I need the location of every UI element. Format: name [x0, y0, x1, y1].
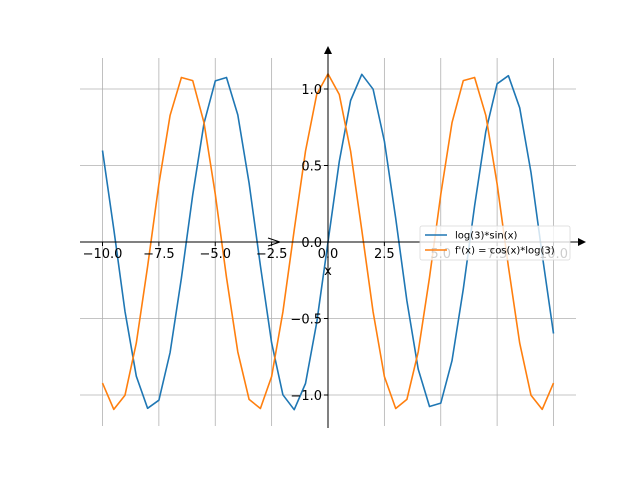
y-tick-label-1: −0.5	[290, 313, 322, 328]
x-tick-label-2: −5.0	[199, 247, 231, 262]
x-axis-label: x	[324, 264, 332, 279]
x-tick-label-5: 2.5	[374, 247, 395, 262]
legend-label-0: log(3)*sin(x)	[455, 231, 518, 242]
x-tick-label-3: −2.5	[256, 247, 288, 262]
legend-box	[419, 225, 571, 261]
y-tick-label-0: −1.0	[290, 389, 322, 404]
y-tick-label-3: 0.5	[301, 160, 322, 175]
x-axis-arrow-icon	[578, 238, 586, 246]
x-tick-label-4: 0.0	[318, 247, 339, 262]
legend-label-1: f'(x) = cos(x)*log(3)	[455, 246, 555, 257]
y-tick-label-4: 1.0	[301, 83, 322, 98]
x-tick-label-0: −10.0	[83, 247, 123, 262]
y-axis-arrow-icon	[324, 46, 332, 54]
y-tick-label-2: 0.0	[301, 236, 322, 251]
legend: log(3)*sin(x) f'(x) = cos(x)*log(3)	[419, 225, 571, 261]
x-tick-label-1: −7.5	[143, 247, 175, 262]
